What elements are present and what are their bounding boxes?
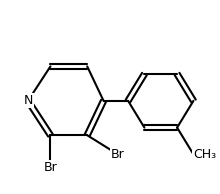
Text: Br: Br [111,148,125,161]
Text: N: N [23,94,33,107]
Text: CH₃: CH₃ [193,148,216,161]
Text: Br: Br [44,161,57,174]
